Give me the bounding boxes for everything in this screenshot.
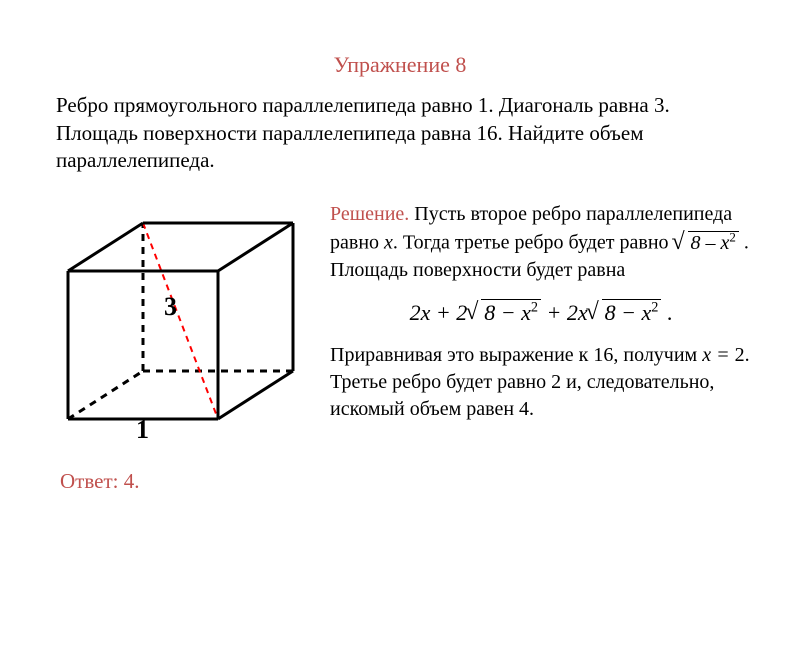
solution-lead: Решение. bbox=[330, 203, 409, 225]
surface-area-formula: 2x + 28 − x2 + 2x8 − x2 . bbox=[330, 298, 752, 328]
exercise-title: Упражнение 8 bbox=[0, 52, 800, 78]
x-value: 2 bbox=[735, 344, 745, 366]
edge-BC bbox=[218, 371, 293, 419]
solution-column: Решение. Пусть второе ребро параллелепип… bbox=[330, 201, 800, 494]
solution-paragraph-1: Решение. Пусть второе ребро параллелепип… bbox=[330, 201, 752, 284]
parallelepiped-diagram: 3 1 bbox=[38, 209, 318, 439]
diagonal-label: 3 bbox=[164, 292, 177, 321]
solution-p2a: Приравнивая это выражение к 16, получим bbox=[330, 344, 702, 366]
edge-HE bbox=[68, 223, 143, 271]
edge-FG bbox=[218, 223, 293, 271]
figure-column: 3 1 Ответ: 4. bbox=[0, 201, 330, 494]
problem-statement: Ребро прямоугольного параллелепипеда рав… bbox=[56, 92, 744, 175]
edge-AD-hidden bbox=[68, 371, 143, 419]
x-equals: x = bbox=[702, 344, 734, 366]
content-row: 3 1 Ответ: 4. Решение. Пусть второе ребр… bbox=[0, 201, 800, 494]
answer-text: Ответ: 4. bbox=[60, 469, 139, 494]
var-x-1: x bbox=[384, 232, 393, 254]
sqrt-expr-1: 8 – x bbox=[691, 232, 730, 254]
sqrt-inline: 8 – x2 bbox=[674, 228, 739, 257]
edge-bottom-label: 1 bbox=[136, 415, 149, 439]
solution-p1c: Площадь поверхности будет равна bbox=[330, 259, 625, 281]
space-diagonal bbox=[143, 223, 218, 419]
solution-paragraph-2: Приравнивая это выражение к 16, получим … bbox=[330, 342, 752, 423]
solution-p1b: . Тогда третье ребро будет равно bbox=[393, 232, 674, 254]
